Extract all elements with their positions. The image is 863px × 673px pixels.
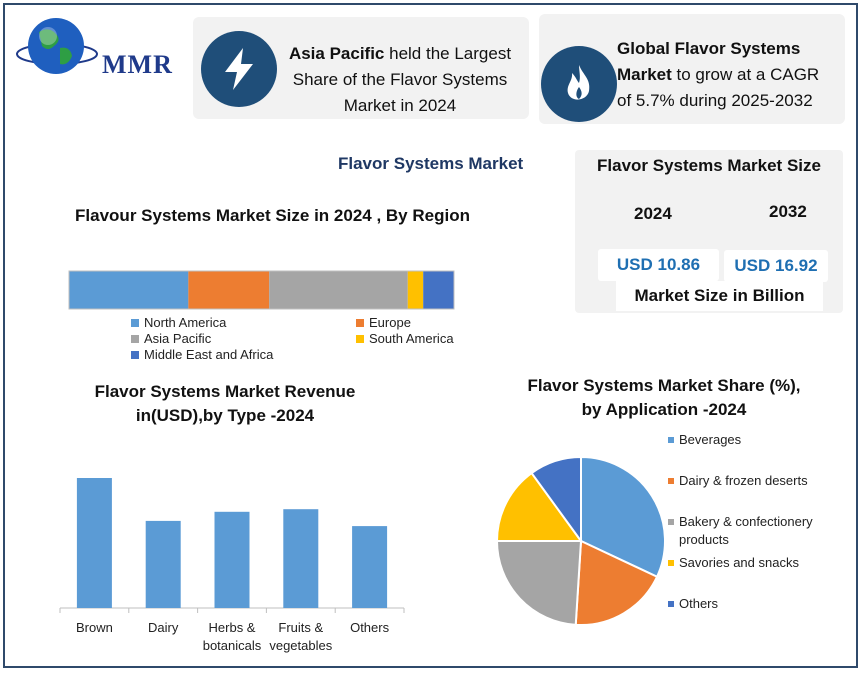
region-legend-item: South America <box>356 331 454 346</box>
legend-label: Middle East and Africa <box>144 347 274 362</box>
insight-card-asia: Asia Pacific held the Largest Share of t… <box>193 17 529 119</box>
legend-swatch <box>131 334 139 343</box>
flame-icon <box>541 46 617 122</box>
legend-label: South America <box>369 331 454 346</box>
region-segment-2 <box>269 271 408 309</box>
legend-swatch <box>668 560 674 566</box>
legend-label: Bakery & confectionery products <box>679 514 813 547</box>
legend-label: Dairy & frozen deserts <box>679 473 808 488</box>
type-chart-title: Flavor Systems Market Revenue in(USD),by … <box>94 382 356 425</box>
region-legend-item: Middle East and Africa <box>131 347 273 362</box>
application-legend-item: Dairy & frozen deserts <box>668 472 838 490</box>
legend-swatch <box>668 601 674 607</box>
insight-card-cagr: Global Flavor Systems Market to grow at … <box>539 14 845 124</box>
market-size-unit: Market Size in Billion <box>616 281 823 311</box>
application-legend-item: Others <box>668 595 838 613</box>
legend-swatch <box>131 350 139 359</box>
brand-name: MMR <box>102 50 173 79</box>
legend-label: Europe <box>369 315 411 330</box>
region-segment-3 <box>407 271 424 309</box>
legend-swatch <box>356 334 364 343</box>
market-size-title: Flavor Systems Market Size <box>597 156 821 175</box>
insight-text-asia: Asia Pacific held the Largest Share of t… <box>288 44 512 115</box>
region-segment-1 <box>188 271 270 309</box>
page-frame <box>3 3 858 668</box>
value-2032: USD 16.92 <box>724 250 828 282</box>
legend-swatch <box>668 478 674 484</box>
mmr-logo: MMR <box>14 12 174 82</box>
legend-label: Savories and snacks <box>679 555 799 570</box>
region-chart-title: Flavour Systems Market Size in 2024 , By… <box>75 206 470 225</box>
legend-swatch <box>668 437 674 443</box>
app-chart-title: Flavor Systems Market Share (%), by Appli… <box>527 376 801 419</box>
legend-label: Beverages <box>679 432 742 447</box>
globe-icon <box>16 18 98 74</box>
year-2024: 2024 <box>634 204 672 223</box>
value-2024: USD 10.86 <box>598 249 719 281</box>
insight-text-cagr: Global Flavor Systems Market to grow at … <box>617 39 820 110</box>
region-legend-item: North America <box>131 315 226 330</box>
legend-label: North America <box>144 315 227 330</box>
legend-swatch <box>356 318 364 327</box>
region-legend-item: Asia Pacific <box>131 331 211 346</box>
legend-label: Others <box>679 596 719 611</box>
lightning-icon <box>201 31 277 107</box>
application-legend-item: Beverages <box>668 431 838 449</box>
legend-swatch <box>131 318 139 327</box>
main-title: Flavor Systems Market <box>338 154 524 173</box>
market-size-panel: Flavor Systems Market Size 2024 2032 USD… <box>575 150 843 313</box>
application-legend-item: Savories and snacks <box>668 554 838 572</box>
legend-label: Asia Pacific <box>144 331 212 346</box>
region-bar-outline <box>68 270 455 310</box>
region-legend-item: Europe <box>356 315 411 330</box>
region-segment-4 <box>423 271 454 309</box>
application-legend-item: Bakery & confectionery products <box>668 513 838 549</box>
year-2032: 2032 <box>769 202 807 221</box>
legend-swatch <box>668 519 674 525</box>
region-segment-0 <box>69 271 189 309</box>
